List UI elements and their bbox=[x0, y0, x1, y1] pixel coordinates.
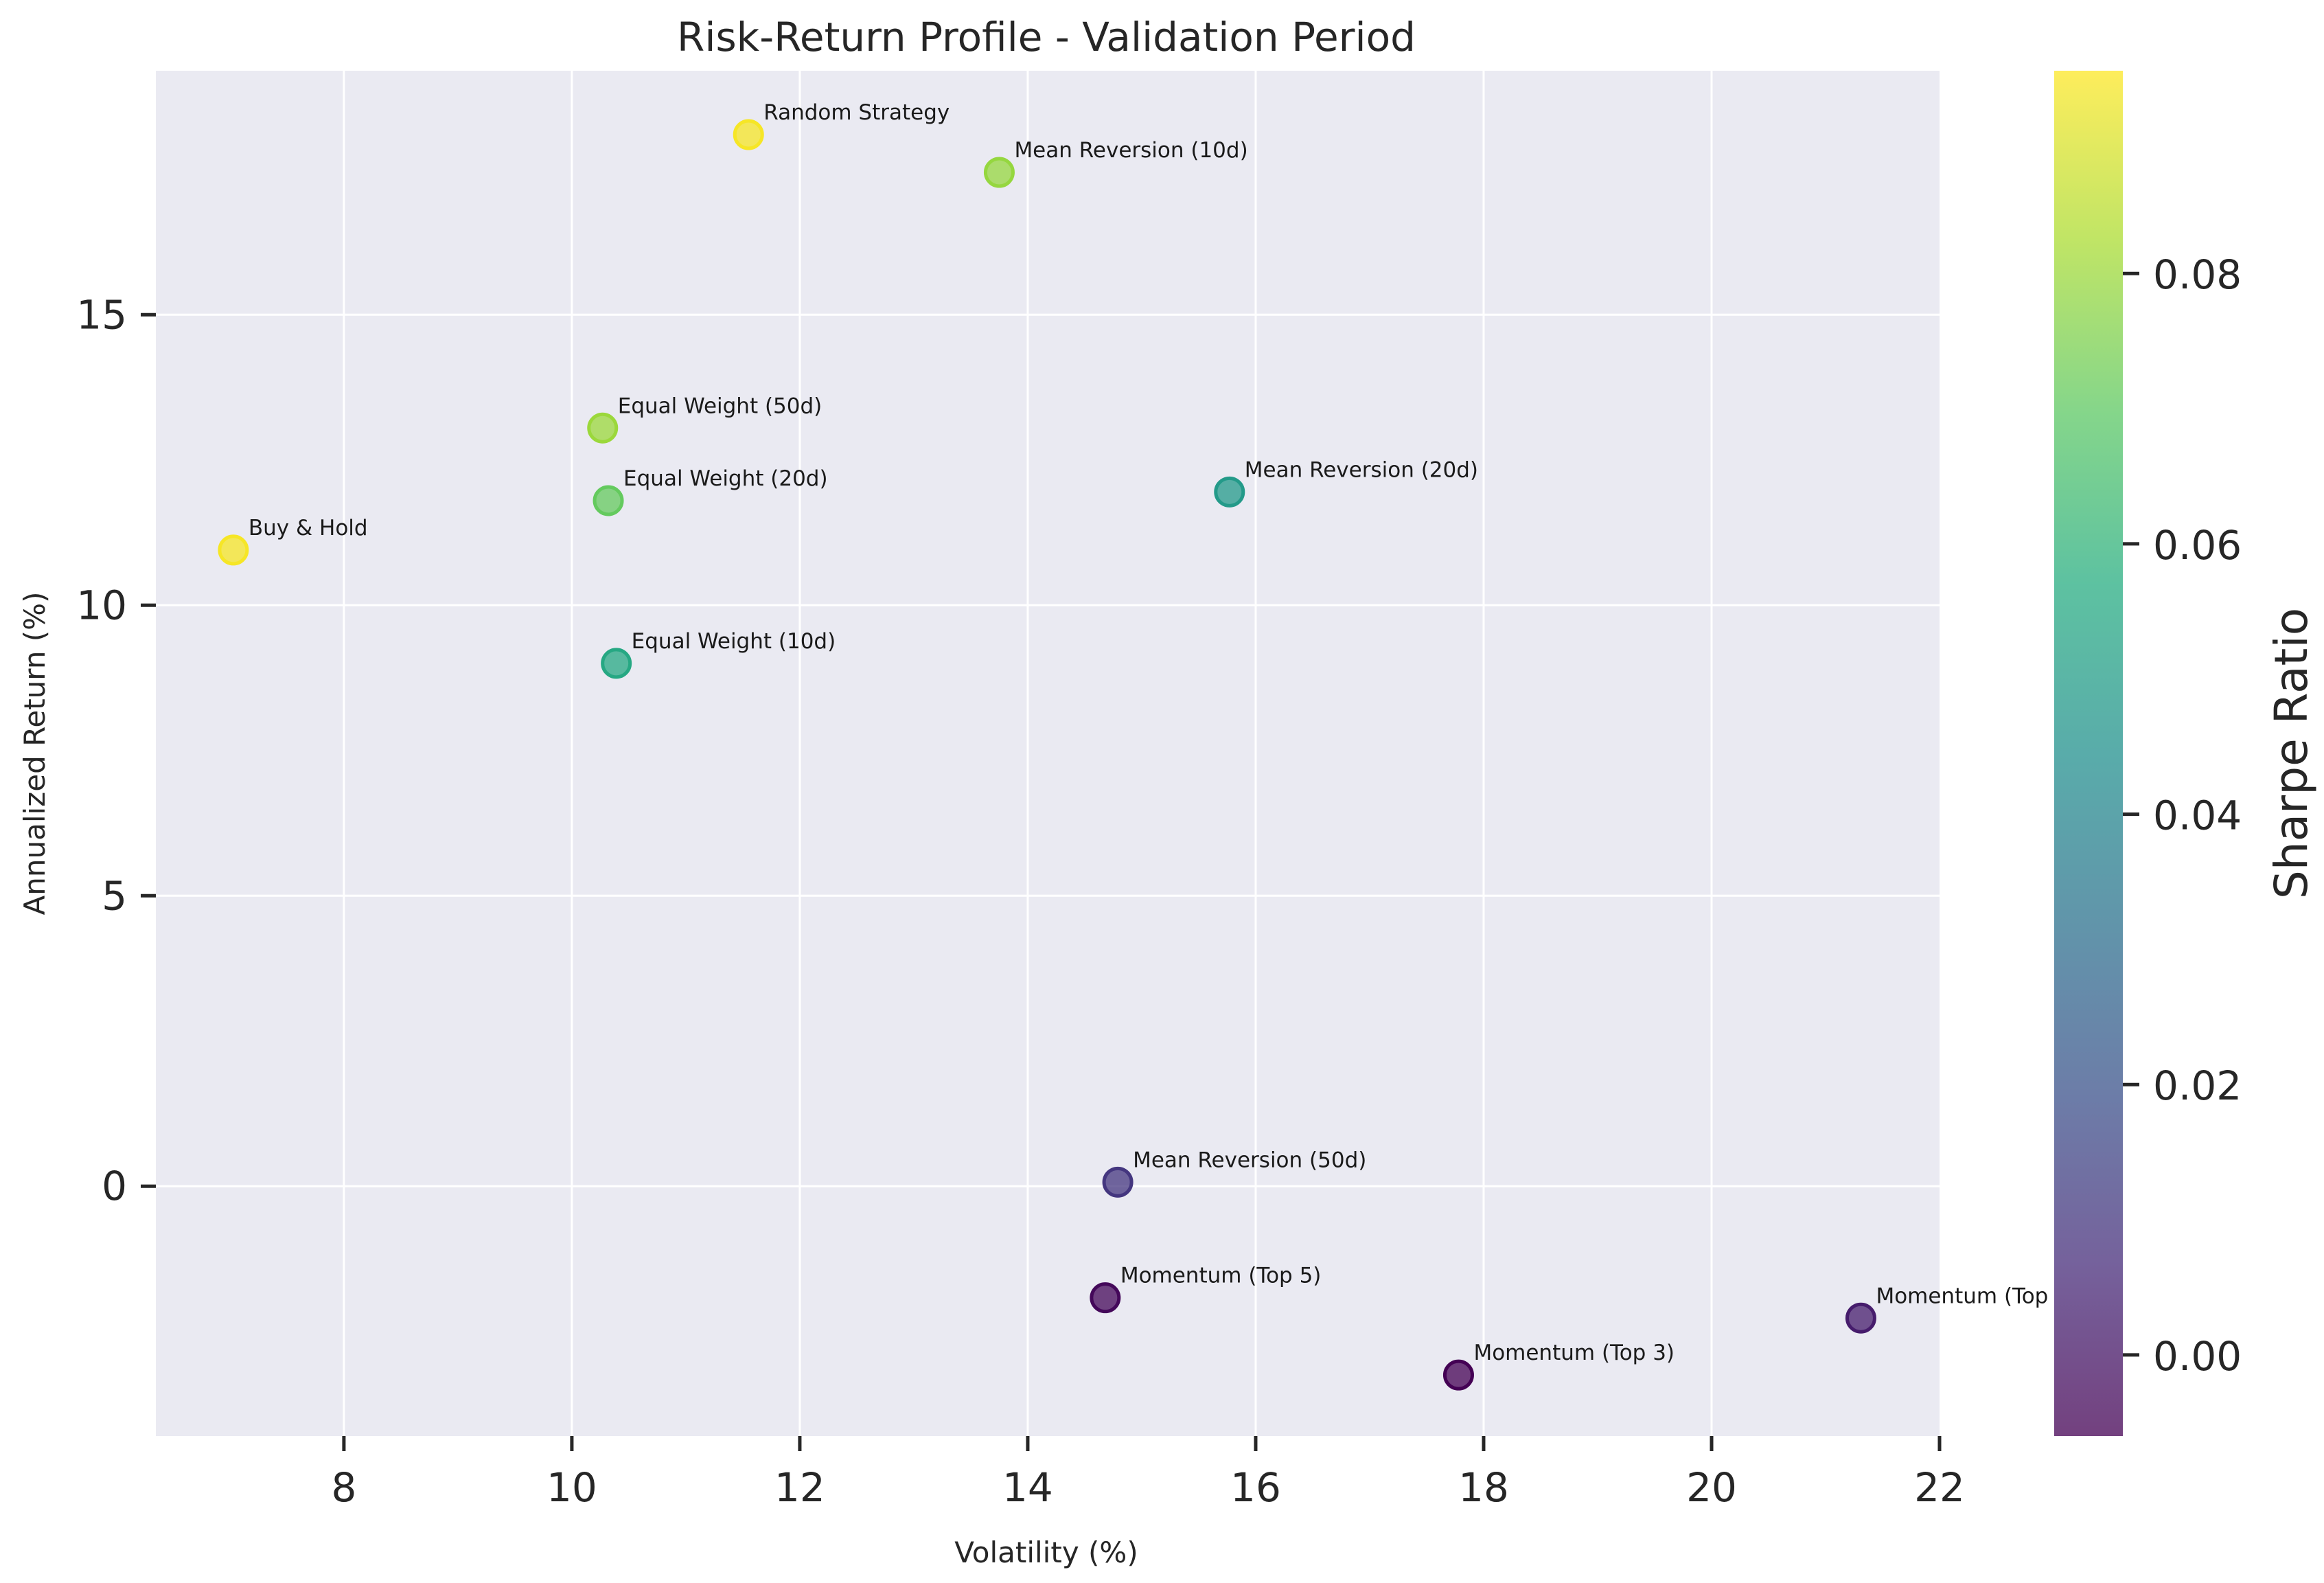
chart-title: Risk-Return Profile - Validation Period bbox=[677, 14, 1416, 60]
x-tick-label: 8 bbox=[331, 1464, 356, 1511]
data-point bbox=[218, 534, 249, 566]
point-label: Momentum (Top 3) bbox=[1473, 1341, 1675, 1365]
data-point bbox=[601, 648, 632, 679]
data-point bbox=[1090, 1282, 1121, 1314]
point-label: Equal Weight (50d) bbox=[618, 394, 822, 418]
colorbar-tick-label: 0.06 bbox=[2153, 522, 2242, 569]
colorbar-tick-label: 0.00 bbox=[2153, 1333, 2242, 1380]
y-tick-label: 10 bbox=[76, 582, 127, 628]
colorbar-tick-label: 0.04 bbox=[2153, 793, 2242, 839]
data-point bbox=[1214, 476, 1245, 508]
y-tick-label: 5 bbox=[102, 872, 127, 919]
point-label: Momentum (Top bbox=[1876, 1284, 2048, 1308]
x-tick-label: 22 bbox=[1914, 1464, 1965, 1511]
colorbar-tick-label: 0.08 bbox=[2153, 251, 2242, 298]
point-label: Equal Weight (20d) bbox=[623, 466, 828, 491]
data-point bbox=[1845, 1302, 1876, 1334]
point-label: Momentum (Top 5) bbox=[1120, 1264, 1322, 1288]
data-point bbox=[592, 485, 624, 516]
data-point bbox=[733, 119, 764, 150]
point-label: Buy & Hold bbox=[249, 516, 368, 540]
y-tick-label: 0 bbox=[102, 1163, 127, 1209]
colorbar-label: Sharpe Ratio bbox=[2265, 608, 2318, 899]
x-tick-label: 18 bbox=[1458, 1464, 1509, 1511]
x-tick-label: 14 bbox=[1002, 1464, 1053, 1511]
x-tick-label: 12 bbox=[774, 1464, 825, 1511]
colorbar bbox=[2054, 71, 2123, 1436]
y-tick-label: 15 bbox=[76, 291, 127, 338]
data-point bbox=[1102, 1166, 1134, 1198]
point-label: Mean Reversion (20d) bbox=[1245, 457, 1478, 482]
colorbar-ticks: 0.00 0.02 0.04 0.06 0.08 bbox=[2123, 251, 2242, 1380]
point-label: Mean Reversion (50d) bbox=[1133, 1148, 1366, 1172]
point-label: Mean Reversion (10d) bbox=[1014, 138, 1247, 163]
data-point bbox=[1442, 1359, 1474, 1391]
colorbar-tick-label: 0.02 bbox=[2153, 1062, 2242, 1109]
point-label: Equal Weight (10d) bbox=[632, 629, 836, 654]
y-axis: 0 5 10 15 bbox=[76, 291, 156, 1209]
plot-area bbox=[156, 71, 1940, 1436]
y-axis-label: Annualized Return (%) bbox=[18, 592, 51, 915]
x-tick-label: 20 bbox=[1686, 1464, 1737, 1511]
x-tick-label: 10 bbox=[547, 1464, 597, 1511]
point-label: Random Strategy bbox=[763, 100, 950, 125]
data-point bbox=[983, 157, 1015, 188]
point-annotations: Random Strategy Mean Reversion (10d) Equal… bbox=[249, 100, 2048, 1365]
x-axis: 8 10 12 14 16 18 20 22 bbox=[331, 1436, 1965, 1511]
data-point bbox=[587, 412, 619, 444]
data-points bbox=[218, 119, 1876, 1391]
x-axis-label: Volatility (%) bbox=[954, 1536, 1138, 1569]
grid-lines bbox=[156, 71, 1940, 1436]
x-tick-label: 16 bbox=[1230, 1464, 1281, 1511]
